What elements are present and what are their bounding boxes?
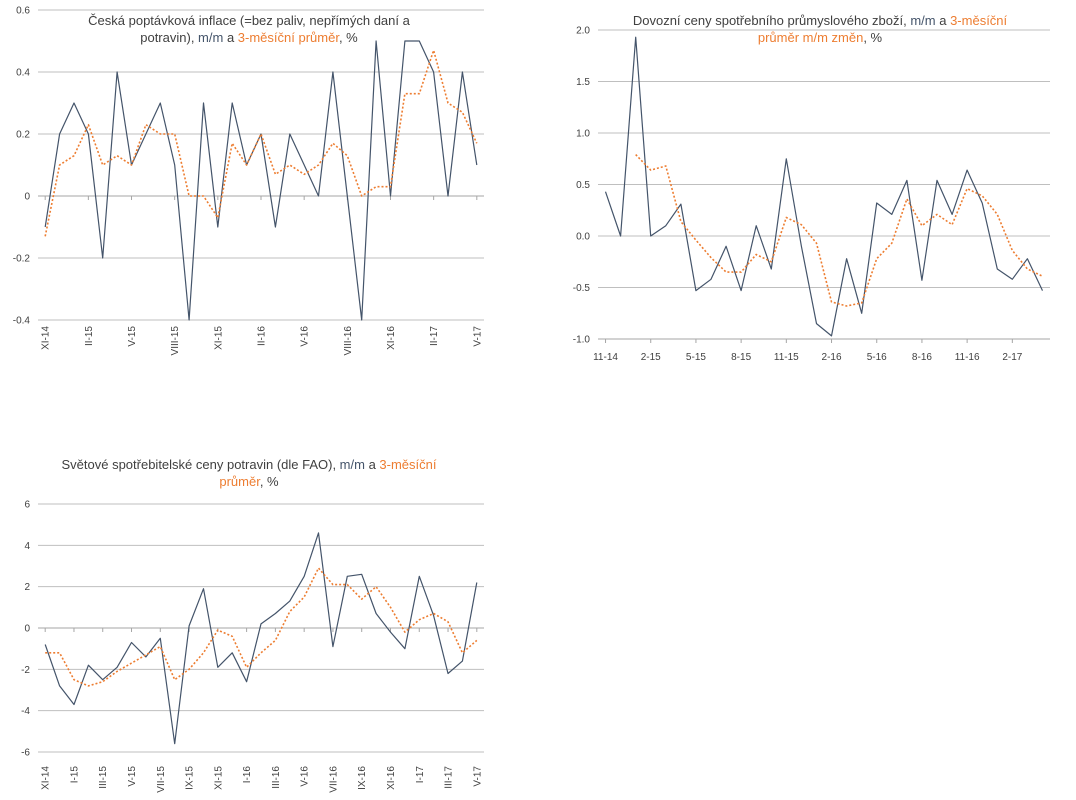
title-and: a	[364, 457, 380, 472]
x-tick-label: III-17	[444, 766, 455, 789]
chart-title: Dovozní ceny spotřebního průmyslového zb…	[620, 12, 1020, 46]
x-tick-label: 2-15	[641, 352, 661, 363]
y-tick-label: -2	[21, 665, 30, 676]
title-and: a	[223, 30, 238, 45]
x-tick-label: 8-15	[731, 352, 751, 363]
x-tick-label: 11-15	[774, 352, 799, 363]
x-tick-label: V-17	[472, 766, 483, 787]
chart-core-inflation: Česká poptávková inflace (=bez paliv, ne…	[0, 0, 500, 370]
x-tick-label: XI-16	[386, 326, 397, 350]
y-tick-label: -0.2	[13, 254, 31, 265]
title-text: Světové spotřebitelské ceny potravin (dl…	[61, 457, 340, 472]
y-tick-label: 0.0	[576, 232, 590, 243]
chart-food-prices: Světové spotřebitelské ceny potravin (dl…	[0, 440, 500, 800]
y-tick-label: 0.4	[16, 68, 30, 79]
y-tick-label: -1.0	[573, 335, 591, 346]
title-mm: m/m	[339, 457, 365, 472]
x-tick-label: IX-15	[185, 766, 196, 790]
series-line-3m-avg	[635, 154, 1043, 307]
title-avg: 3-měsíční průměr	[219, 457, 437, 489]
title-avg: 3-měsíční průměr	[237, 30, 339, 45]
x-tick-label: I-16	[242, 766, 253, 784]
x-tick-label: 5-15	[686, 352, 706, 363]
x-tick-label: VIII-15	[170, 326, 181, 356]
y-tick-label: -0.4	[13, 316, 31, 327]
x-tick-label: I-17	[415, 766, 426, 784]
x-tick-label: XI-16	[386, 766, 397, 790]
x-tick-label: 2-16	[822, 352, 842, 363]
y-tick-label: 0.6	[16, 6, 30, 17]
y-tick-label: 4	[24, 541, 30, 552]
x-tick-label: III-15	[98, 766, 109, 789]
x-tick-label: VIII-16	[343, 326, 354, 356]
y-tick-label: 2	[24, 582, 30, 593]
plot-area: -0.4 -0.2 0 0.2 0.4 0.6 XI-14 II-15 V-15 VIII-15 X…	[13, 6, 484, 356]
x-tick-label: V-15	[127, 766, 138, 787]
title-avg: 3-měsíční průměr m/m změn	[757, 13, 1008, 45]
title-unit: , %	[338, 30, 358, 45]
series-line-3m-avg	[44, 49, 478, 237]
x-tick-label: III-16	[271, 766, 282, 789]
x-tick-label: V-15	[127, 326, 138, 347]
x-tick-label: II-17	[429, 326, 440, 346]
chart-title: Světové spotřebitelské ceny potravin (dl…	[60, 456, 438, 490]
y-tick-label: 0.5	[576, 180, 590, 191]
x-tick-label: IX-16	[357, 766, 368, 790]
y-tick-label: 2.0	[576, 26, 590, 37]
title-text: Česká poptávková inflace (=bez paliv, ne…	[88, 13, 410, 45]
title-and: a	[935, 13, 951, 28]
title-unit: , %	[259, 474, 279, 489]
x-tick-label: VII-15	[156, 766, 167, 793]
title-mm: m/m	[198, 30, 224, 45]
title-mm: m/m	[910, 13, 936, 28]
series-line-mm	[44, 532, 478, 745]
x-tick-label: 11-14	[593, 352, 618, 363]
y-tick-label: 6	[24, 500, 30, 511]
title-unit: , %	[863, 30, 883, 45]
y-tick-label: 1.0	[576, 129, 590, 140]
y-tick-label: -4	[21, 706, 30, 717]
y-tick-label: 0	[24, 624, 30, 635]
x-tick-label: VII-16	[328, 766, 339, 793]
x-tick-label: XI-14	[41, 766, 52, 790]
series-line-3m-avg	[45, 567, 478, 687]
x-tick-label: XI-15	[213, 766, 224, 790]
x-tick-label: V-16	[300, 326, 311, 347]
x-tick-label: II-16	[257, 326, 268, 346]
series-line-mm	[44, 40, 478, 321]
x-tick-label: XI-15	[213, 326, 224, 350]
plot-area: -1.0 -0.5 0.0 0.5 1.0 1.5 2.0 11-14 2-15 5-15 8-15…	[573, 26, 1050, 363]
x-tick-label: II-15	[84, 326, 95, 346]
y-tick-label: 0	[24, 192, 30, 203]
x-tick-label: 11-16	[955, 352, 980, 363]
x-tick-label: 5-16	[867, 352, 887, 363]
x-tick-label: I-15	[69, 766, 80, 784]
y-tick-label: 0.2	[16, 130, 30, 141]
x-tick-label: V-16	[300, 766, 311, 787]
x-tick-label: V-17	[472, 326, 483, 347]
x-tick-label: 8-16	[912, 352, 932, 363]
series-line-mm	[604, 36, 1044, 337]
title-text: Dovozní ceny spotřebního průmyslového zb…	[632, 13, 911, 28]
x-tick-label: XI-14	[41, 326, 52, 350]
chart-import-prices: Dovozní ceny spotřebního průmyslového zb…	[560, 0, 1070, 370]
chart-title: Česká poptávková inflace (=bez paliv, ne…	[60, 12, 438, 46]
y-tick-label: -6	[21, 748, 30, 759]
plot-area: -6 -4 -2 0 2 4 6 XI-14 I-15 III-15 V-15 VII-15 IX-15…	[21, 500, 484, 793]
y-tick-label: 1.5	[576, 77, 590, 88]
y-tick-label: -0.5	[573, 283, 591, 294]
x-tick-label: 2-17	[1002, 352, 1022, 363]
